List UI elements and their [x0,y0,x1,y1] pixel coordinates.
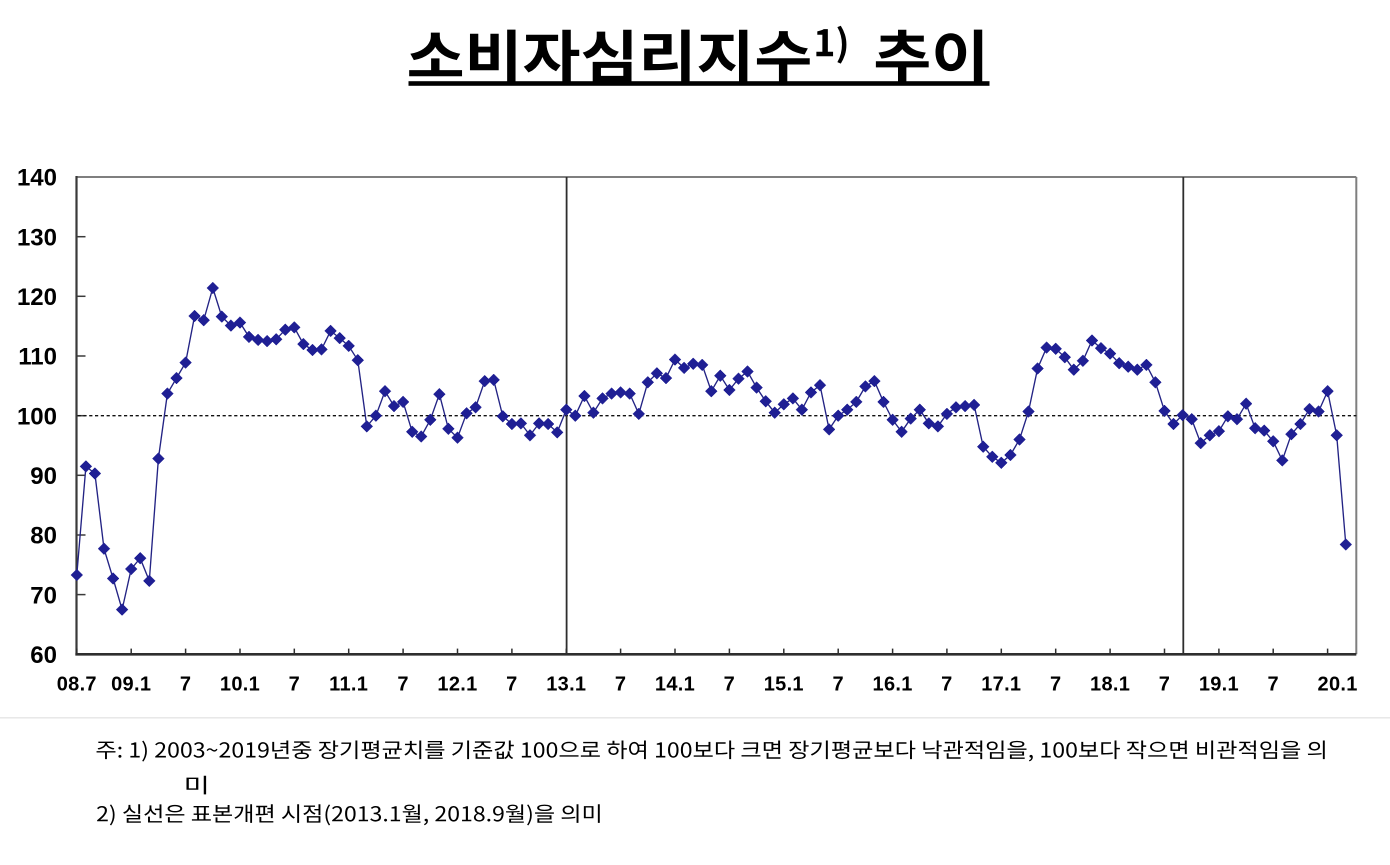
svg-text:7: 7 [724,674,735,696]
svg-text:7: 7 [1159,674,1170,696]
svg-text:08.7: 08.7 [57,674,97,696]
svg-text:140: 140 [17,165,57,192]
svg-text:17.1: 17.1 [981,674,1021,696]
svg-text:80: 80 [30,523,57,550]
svg-text:18.1: 18.1 [1090,674,1130,696]
svg-text:12.1: 12.1 [437,674,477,696]
svg-text:120: 120 [17,284,57,311]
svg-text:11.1: 11.1 [329,674,368,696]
svg-text:130: 130 [17,224,57,251]
svg-text:14.1: 14.1 [655,674,695,696]
svg-text:7: 7 [506,674,517,696]
svg-text:7: 7 [180,674,191,696]
svg-text:7: 7 [289,674,300,696]
svg-text:13.1: 13.1 [546,674,586,696]
svg-text:19.1: 19.1 [1199,674,1239,696]
svg-text:7: 7 [941,674,952,696]
svg-text:7: 7 [1050,674,1061,696]
svg-text:60: 60 [30,642,57,669]
svg-text:7: 7 [397,674,408,696]
svg-text:15.1: 15.1 [764,674,804,696]
svg-text:09.1: 09.1 [111,674,151,696]
svg-text:10.1: 10.1 [220,674,260,696]
svg-text:100: 100 [17,403,57,430]
svg-text:7: 7 [1267,674,1278,696]
svg-text:20.1: 20.1 [1318,674,1358,696]
svg-text:90: 90 [30,463,57,490]
svg-text:16.1: 16.1 [873,674,913,696]
svg-text:7: 7 [832,674,843,696]
svg-text:110: 110 [18,344,57,371]
svg-text:70: 70 [30,582,57,609]
svg-text:7: 7 [615,674,626,696]
